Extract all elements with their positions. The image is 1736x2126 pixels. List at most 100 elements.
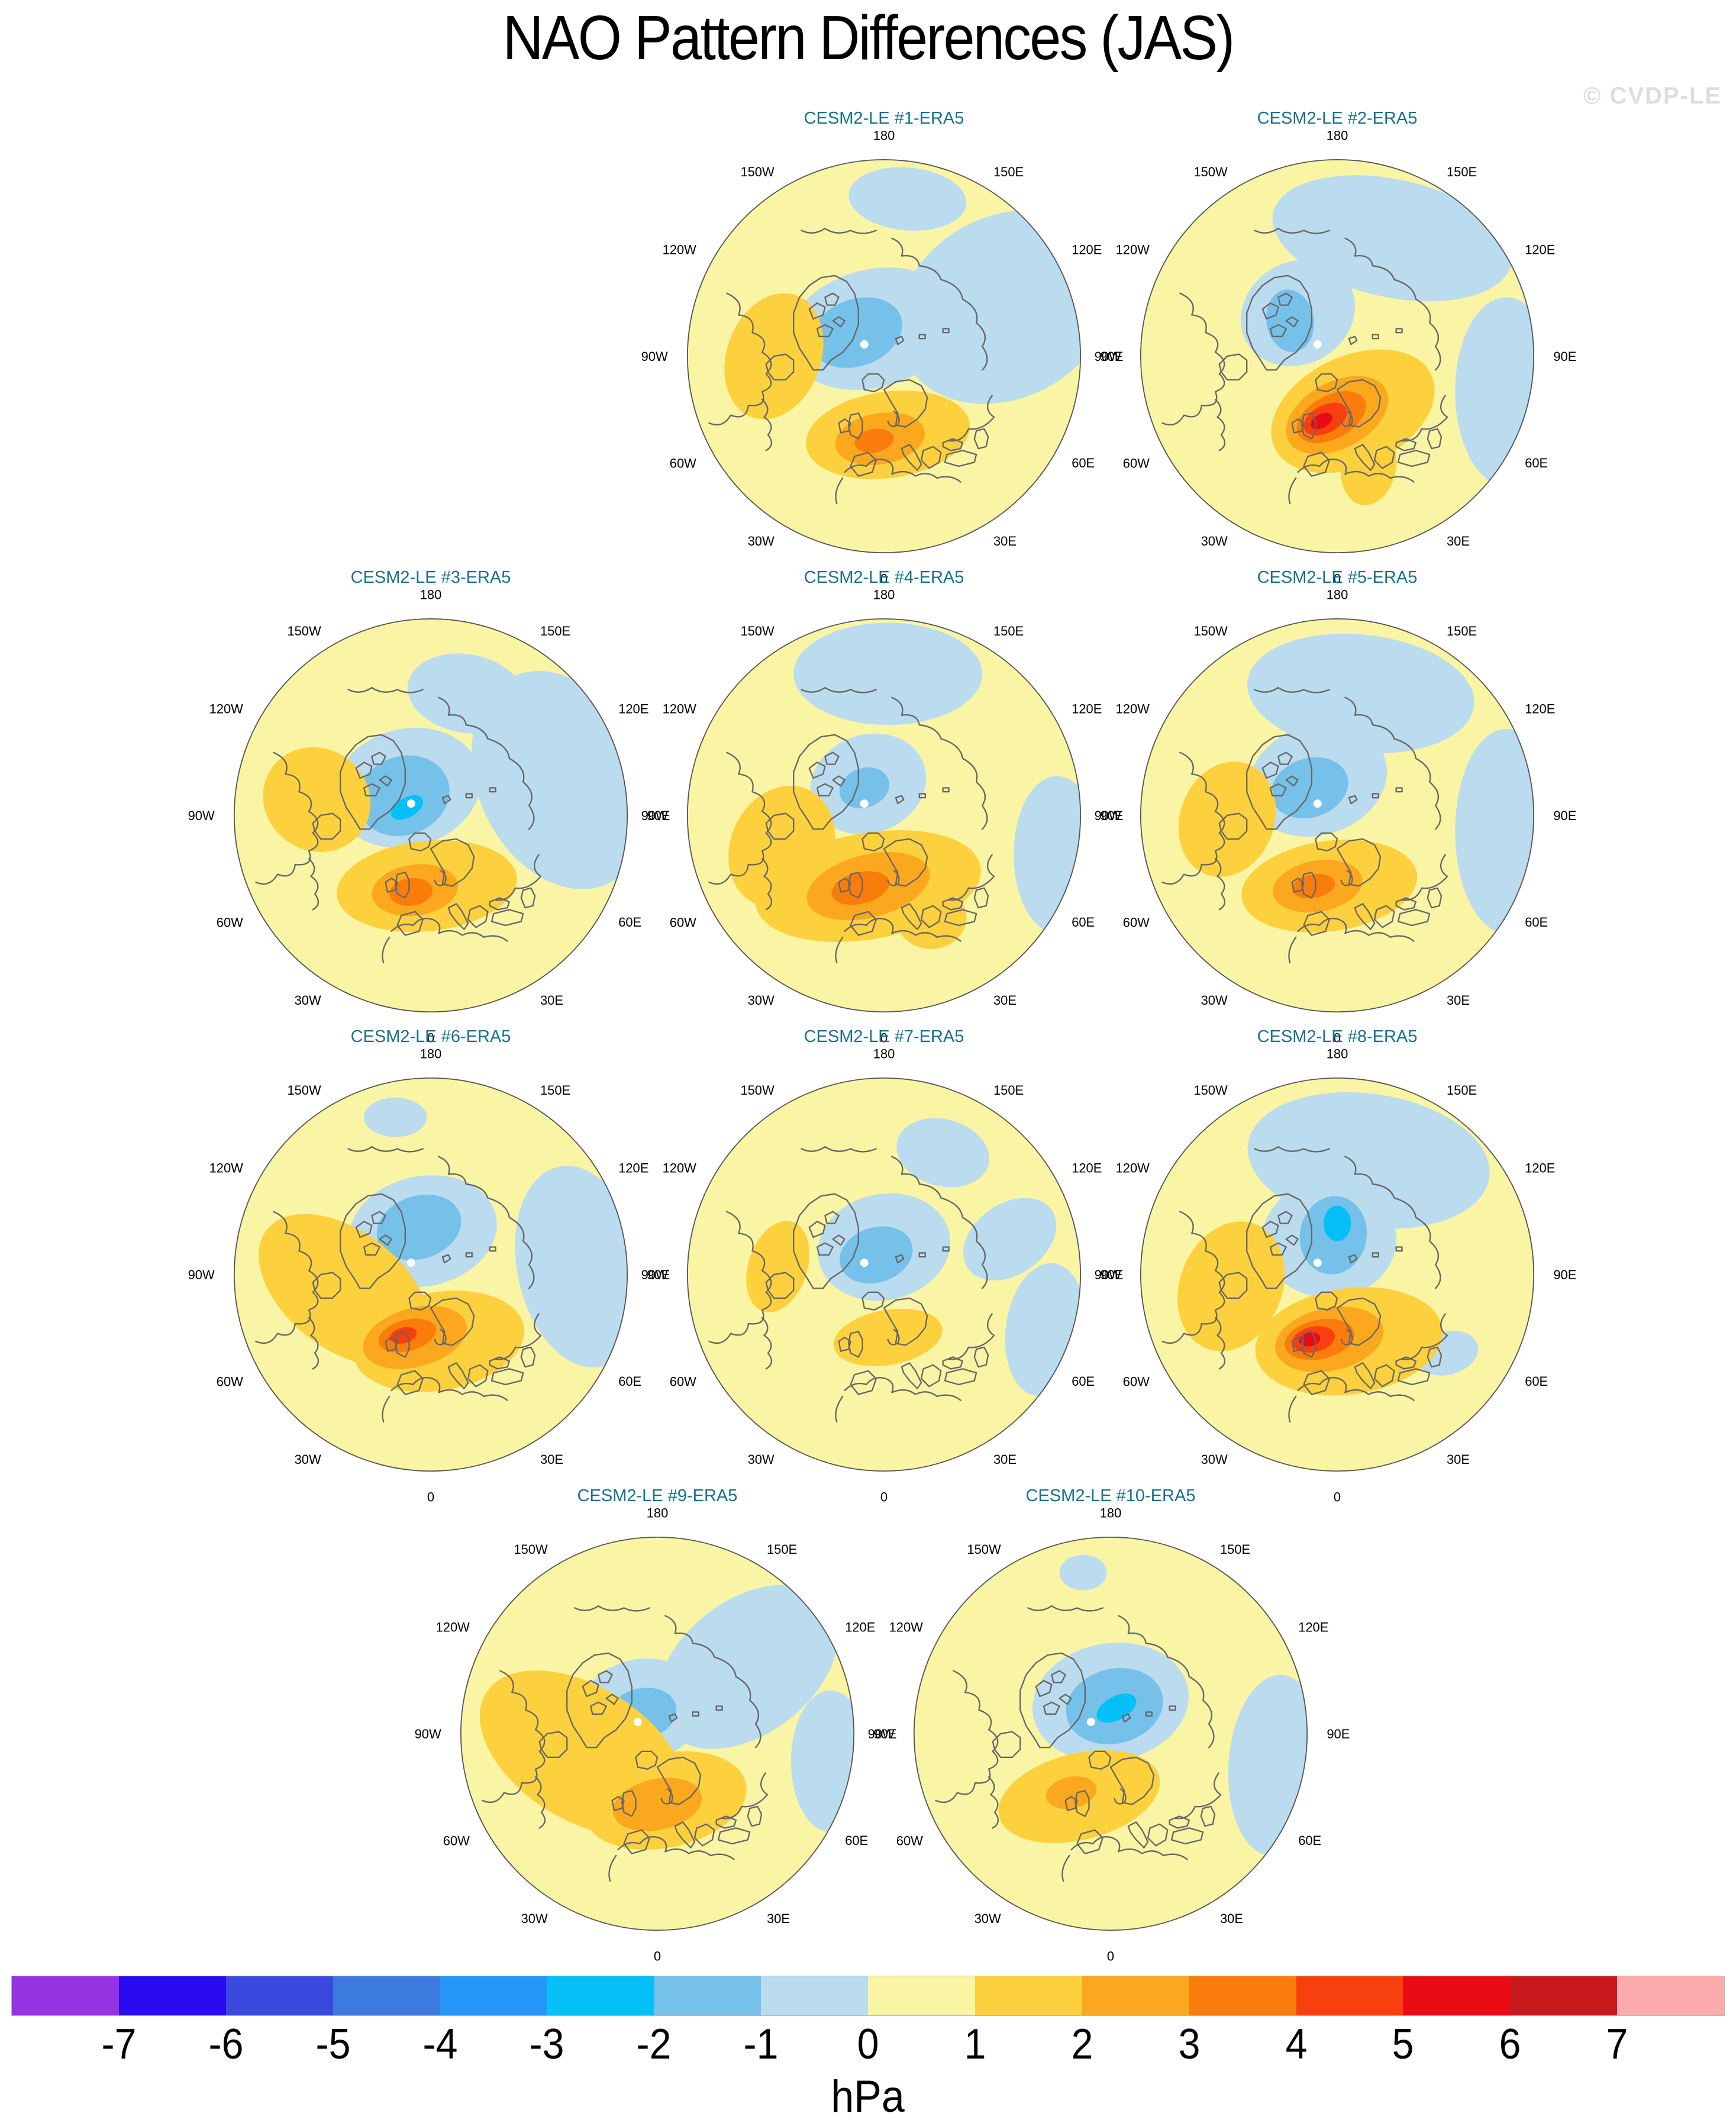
lon-label: 90W — [641, 349, 668, 364]
lon-label: 120E — [1072, 702, 1102, 717]
lon-label: 180 — [873, 128, 895, 143]
lon-label: 90E — [1553, 1267, 1576, 1282]
colorbar-tick: 1 — [964, 2021, 986, 2068]
polar-map: 180 150E 120E 90E 60E 30E 0 30W 60W 90W 120W 150W — [1095, 128, 1577, 586]
lon-label: 150E — [1447, 164, 1477, 179]
lon-label: 180 — [1327, 128, 1348, 143]
lon-label: 60W — [443, 1833, 470, 1848]
lon-label: 120W — [209, 702, 244, 717]
figure-title: NAO Pattern Differences (JAS) — [502, 3, 1235, 73]
lon-label: 30W — [748, 1452, 775, 1467]
lon-label: 30W — [1201, 534, 1228, 549]
lon-label: 0 — [880, 572, 888, 586]
lon-label: 90E — [1100, 808, 1123, 823]
polar-map: 180 150E 120E 90E 60E 30E 0 30W 60W 90W 120W 150W — [1095, 588, 1577, 1046]
lon-label: 150W — [1193, 1083, 1228, 1098]
panel-cesm2-le-1: CESM2-LE #1-ERA5 180 150E 120E 90E 60E 30E 0 30… — [641, 105, 1124, 586]
lon-label: 90W — [188, 808, 215, 823]
colorbar-tick: -2 — [636, 2021, 672, 2068]
panel-title: CESM2-LE #2-ERA5 — [1257, 109, 1418, 128]
lon-label: 30W — [1201, 1452, 1228, 1467]
lon-label: 180 — [420, 588, 442, 602]
lon-label: 120E — [618, 1161, 648, 1176]
lon-label: 120E — [1072, 243, 1102, 257]
polar-map: 180 150E 120E 90E 60E 30E 0 30W 60W 90W 120W 150W — [868, 1506, 1350, 1964]
lon-label: 150W — [514, 1542, 548, 1557]
lon-label: 120W — [663, 243, 697, 257]
panel-title: CESM2-LE #8-ERA5 — [1257, 1027, 1418, 1046]
lon-label: 120W — [663, 702, 697, 717]
lon-label: 30W — [295, 993, 321, 1008]
lon-label: 60E — [1072, 456, 1095, 470]
colorbar-tick: -7 — [101, 2021, 137, 2068]
lon-label: 90W — [188, 1267, 215, 1282]
panel-title: CESM2-LE #1-ERA5 — [804, 109, 964, 128]
colorbar-segment — [1617, 1976, 1724, 2015]
lon-label: 90E — [1553, 349, 1576, 364]
colorbar-ticks: -7 -6 -5 -4 -3 -2 -1 0 1 2 3 4 5 6 7 — [12, 2020, 1724, 2068]
lon-label: 60E — [1072, 915, 1095, 930]
lon-label: 150W — [740, 1083, 775, 1098]
colorbar-tick: 4 — [1285, 2021, 1307, 2068]
colorbar-tick: -5 — [315, 2021, 351, 2068]
colorbar-tick: -3 — [529, 2021, 564, 2068]
lon-label: 120E — [845, 1620, 875, 1635]
lon-label: 0 — [1334, 1031, 1341, 1046]
colorbar-segment — [654, 1976, 761, 2015]
panel-cesm2-le-8: CESM2-LE #8-ERA5 180 150E 120E 90E 60E 30E 0 30… — [1095, 1024, 1577, 1505]
lon-label: 60W — [896, 1833, 923, 1848]
colorbar-segment — [440, 1976, 547, 2015]
lon-label: 60W — [670, 915, 696, 930]
polar-map: 180 150E 120E 90E 60E 30E 0 30W 60W 90W 120W 150W — [415, 1506, 897, 1964]
lon-label: 120E — [1525, 702, 1555, 717]
lon-label: 90W — [1095, 808, 1121, 823]
lon-label: 60E — [1525, 915, 1548, 930]
polar-map: 180 150E 120E 90E 60E 30E 0 30W 60W 90W 120W 150W — [188, 588, 670, 1046]
panel-cesm2-le-5: CESM2-LE #5-ERA5 180 150E 120E 90E 60E 30E 0 30… — [1095, 564, 1577, 1046]
lon-label: 30E — [993, 534, 1017, 549]
lon-label: 150W — [1193, 164, 1228, 179]
panel-title: CESM2-LE #9-ERA5 — [577, 1486, 738, 1505]
lon-label: 0 — [1334, 572, 1341, 586]
lon-label: 150W — [287, 1083, 321, 1098]
lon-label: 0 — [654, 1949, 661, 1964]
lon-label: 180 — [873, 1047, 895, 1062]
colorbar-segment — [1296, 1976, 1403, 2015]
lon-label: 120W — [436, 1620, 470, 1635]
polar-map: 180 150E 120E 90E 60E 30E 0 30W 60W 90W 120W 150W — [641, 128, 1124, 586]
colorbar-segment — [761, 1976, 868, 2015]
panel-cesm2-le-10: CESM2-LE #10-ERA5 180 150E 120E 90E 60E 30E 0 3… — [868, 1483, 1350, 1964]
colorbar-units-label: hPa — [831, 2072, 905, 2122]
lon-label: 60E — [1525, 456, 1548, 470]
panel-title: CESM2-LE #5-ERA5 — [1257, 568, 1418, 587]
panel-cesm2-le-9: CESM2-LE #9-ERA5 180 150E 120E 90E 60E 30E 0 30… — [415, 1483, 897, 1964]
lon-label: 150E — [993, 624, 1024, 638]
lon-label: 180 — [420, 1047, 442, 1062]
lon-label: 30W — [1201, 993, 1228, 1008]
colorbar-tick: 0 — [857, 2021, 879, 2068]
lon-label: 0 — [1334, 1490, 1341, 1505]
lon-label: 0 — [880, 1031, 888, 1046]
lon-label: 60W — [670, 1374, 696, 1389]
lon-label: 90E — [873, 1727, 896, 1741]
lon-label: 150W — [740, 624, 775, 638]
colorbar-segment — [1189, 1976, 1296, 2015]
lon-label: 120W — [1116, 1161, 1150, 1176]
polar-map: 180 150E 120E 90E 60E 30E 0 30W 60W 90W 120W 150W — [641, 588, 1124, 1046]
lon-label: 120E — [1298, 1620, 1328, 1635]
lon-label: 120W — [663, 1161, 697, 1176]
lon-label: 90E — [1100, 1267, 1123, 1282]
lon-label: 90W — [868, 1727, 895, 1741]
lon-label: 60E — [618, 1374, 641, 1389]
lon-label: 90W — [641, 808, 668, 823]
colorbar-tick: 2 — [1071, 2021, 1093, 2068]
lon-label: 120W — [1116, 702, 1150, 717]
lon-label: 180 — [873, 588, 895, 602]
lon-label: 30E — [993, 993, 1017, 1008]
watermark: © CVDP-LE — [1583, 83, 1722, 109]
panel-cesm2-le-4: CESM2-LE #4-ERA5 180 150E 120E 90E 60E 30E 0 30… — [641, 564, 1124, 1046]
lon-label: 150E — [993, 1083, 1024, 1098]
lon-label: 60W — [1123, 456, 1150, 470]
lon-label: 90E — [647, 808, 670, 823]
lon-label: 150E — [1447, 624, 1477, 638]
